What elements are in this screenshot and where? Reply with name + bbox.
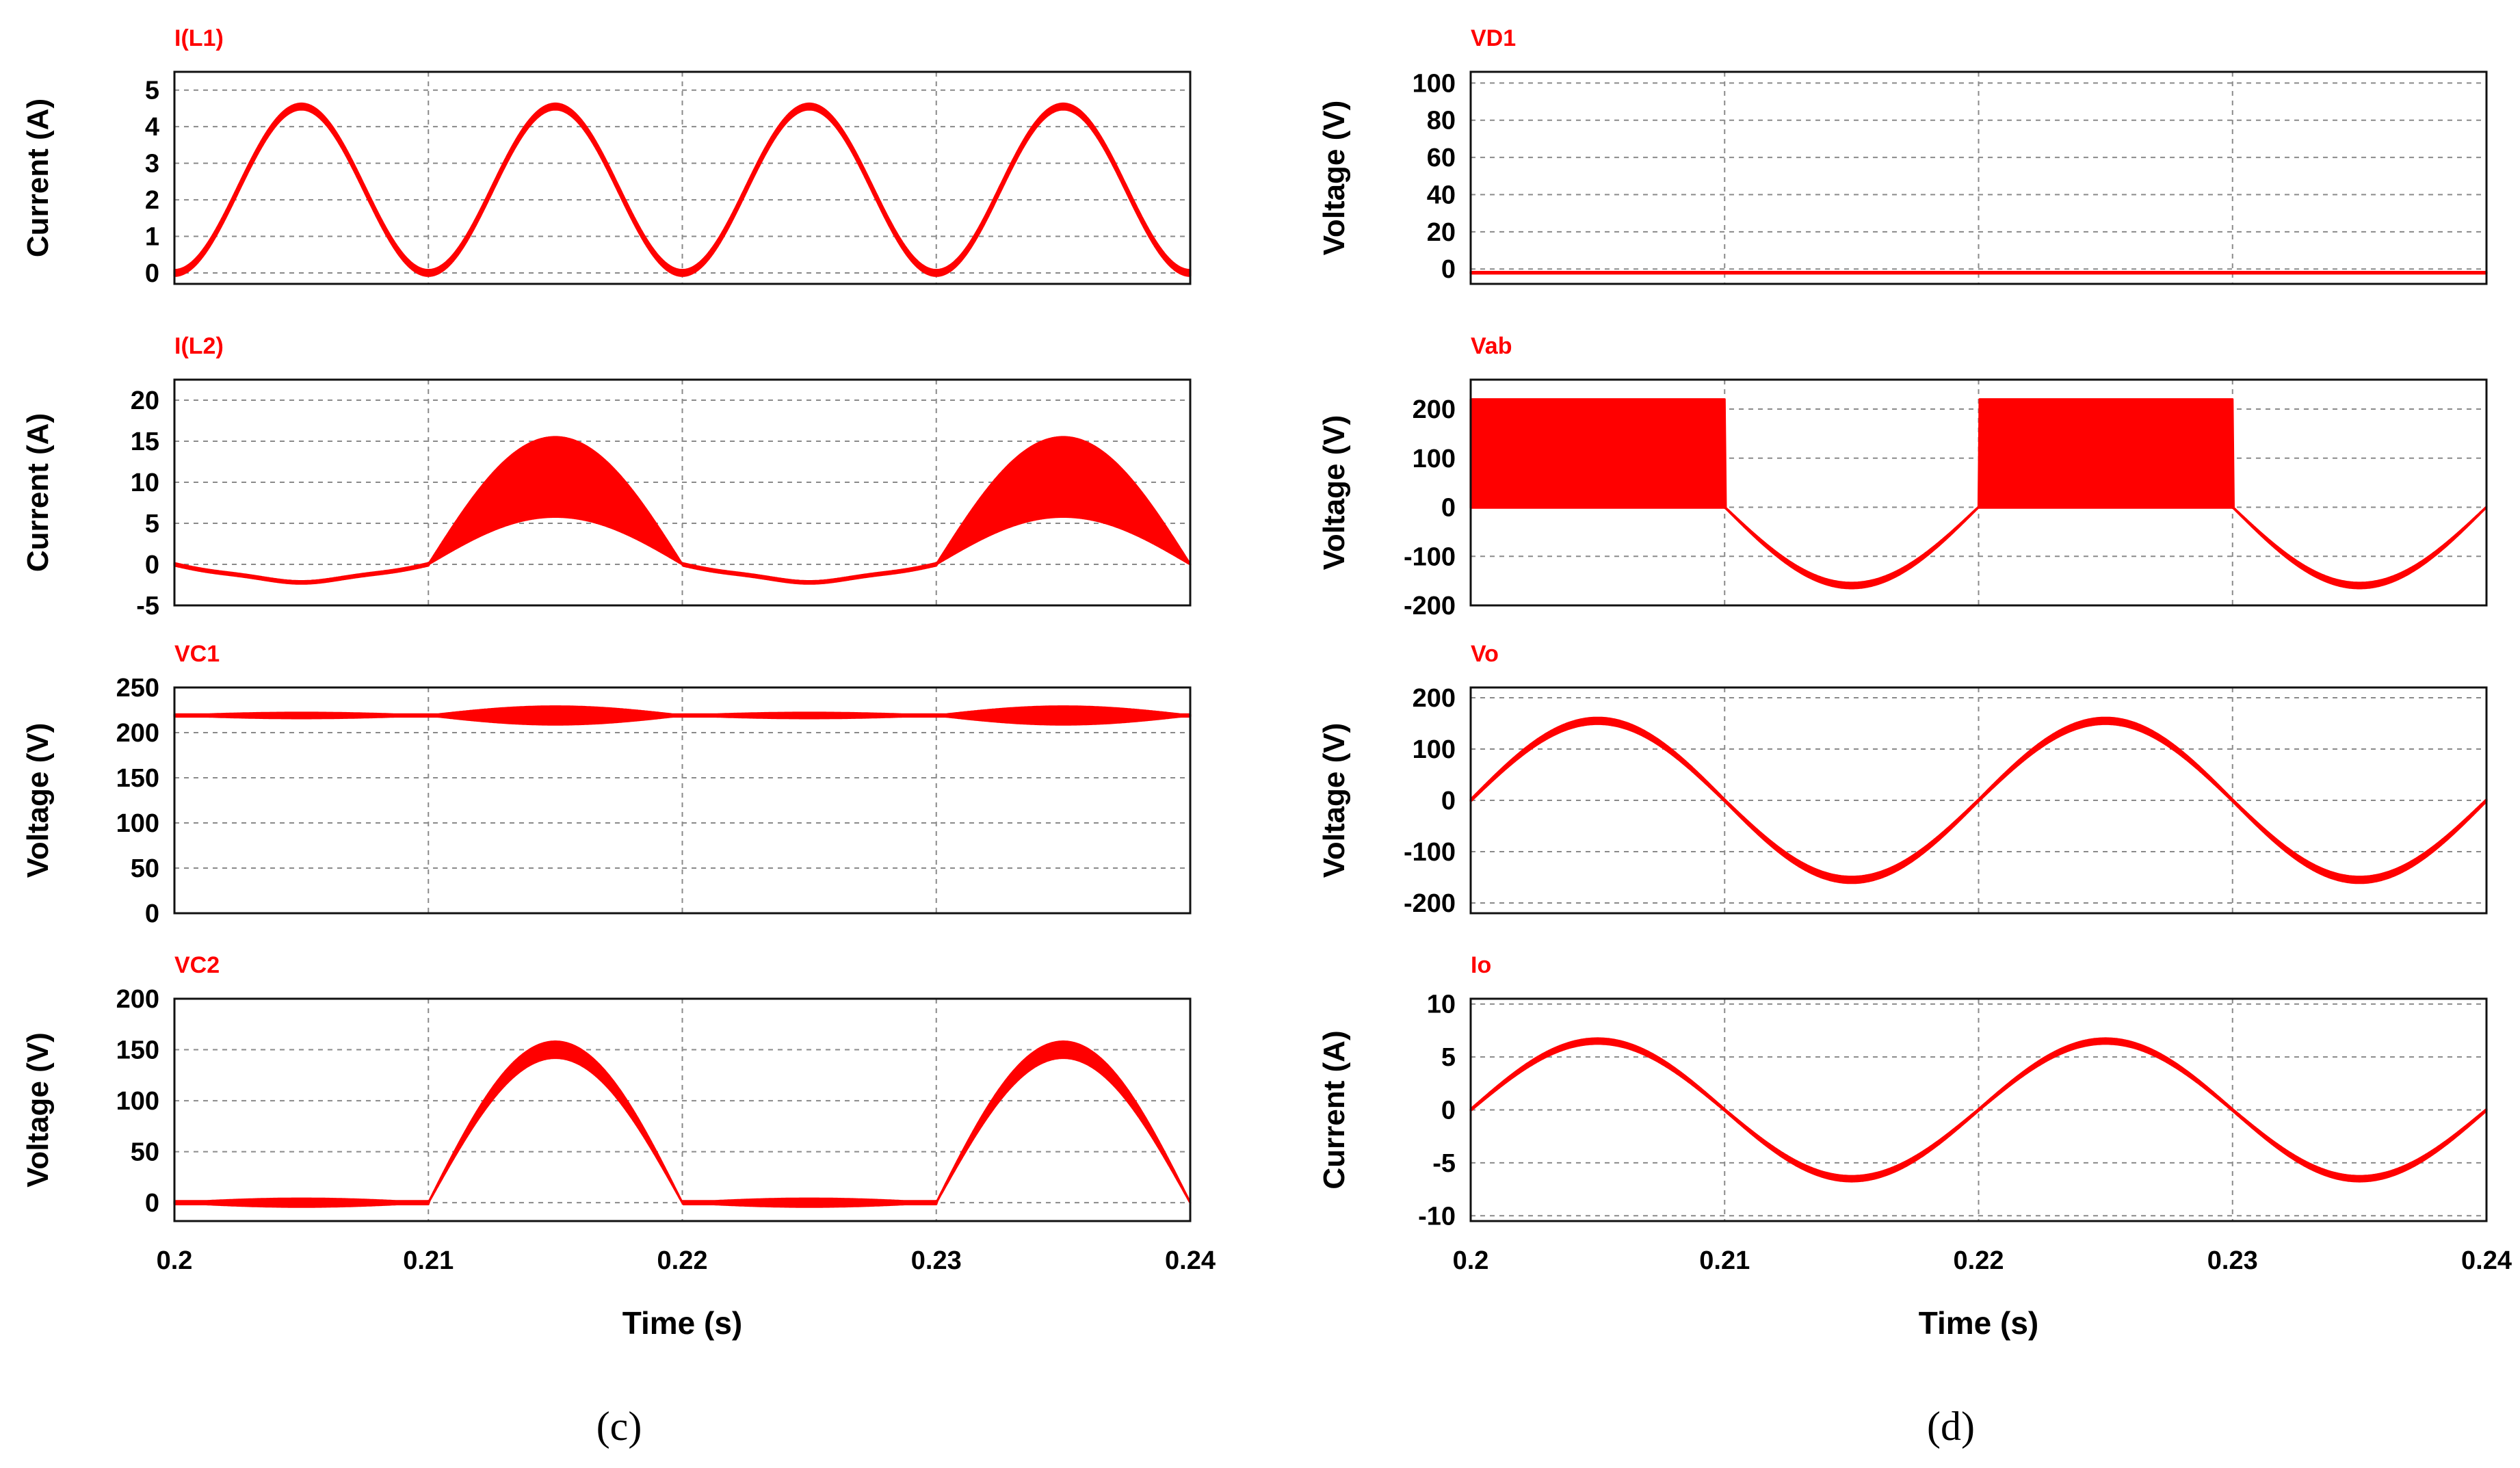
y-tick-label: -5 — [1432, 1149, 1456, 1178]
y-tick-label: -5 — [136, 592, 159, 620]
panel-d-2: 200 100 0 -100 -200 Voltage (V) Vab — [1317, 333, 2488, 620]
y-tick-label: 200 — [116, 719, 159, 748]
y-tick-label: 0 — [1441, 1097, 1456, 1125]
panel-title: I(L1) — [174, 25, 224, 51]
y-tick-label: 20 — [1427, 218, 1456, 247]
y-tick-label: -200 — [1404, 592, 1456, 620]
y-tick-label: 2 — [145, 186, 159, 215]
y-tick-label: 5 — [1441, 1043, 1456, 1072]
y-tick-label: 4 — [145, 113, 159, 142]
y-tick-label: 1 — [145, 223, 159, 252]
x-tick-label: 0.21 — [403, 1246, 454, 1275]
y-tick-label: 200 — [1413, 684, 1456, 713]
y-axis-label: Current (A) — [21, 99, 55, 257]
panel-c-3: 250 200 150 100 50 0 Voltage (V) VC1 — [21, 641, 1192, 928]
y-tick-label: 150 — [116, 764, 159, 793]
y-tick-label: 200 — [116, 985, 159, 1014]
y-axis-label: Current (A) — [21, 413, 55, 572]
x-tick-label: 0.2 — [1453, 1246, 1489, 1275]
y-tick-label: 3 — [145, 150, 159, 179]
y-tick-label: 200 — [1413, 395, 1456, 424]
y-tick-label: 10 — [131, 469, 159, 497]
y-tick-label: 0 — [1441, 255, 1456, 284]
panel-c-4: 200 150 100 50 0 Voltage (V) VC2 — [21, 952, 1192, 1222]
y-tick-label: 50 — [131, 854, 159, 883]
panel-title: Vab — [1471, 333, 1512, 359]
y-axis-label: Voltage (V) — [21, 1032, 55, 1188]
y-tick-label: -10 — [1418, 1202, 1456, 1231]
y-tick-label: 80 — [1427, 107, 1456, 135]
panel-title: Vo — [1471, 641, 1499, 667]
y-axis-label: Voltage (V) — [1317, 101, 1351, 256]
y-axis-label: Voltage (V) — [1317, 415, 1351, 571]
panel-title: VC2 — [174, 952, 220, 978]
x-tick-label: 0.24 — [1165, 1246, 1216, 1275]
x-tick-label: 0.2 — [157, 1246, 193, 1275]
y-tick-label: 100 — [1413, 445, 1456, 473]
y-tick-label: 60 — [1427, 144, 1456, 172]
plot-frame — [1469, 70, 2488, 285]
plot-frame — [173, 378, 1192, 607]
y-tick-label: 0 — [145, 551, 159, 579]
y-tick-label: 150 — [116, 1036, 159, 1065]
panel-d-4: 10 5 0 -5 -10 Current (A) Io — [1317, 952, 2488, 1231]
plot-frame — [173, 686, 1192, 915]
y-tick-label: 40 — [1427, 181, 1456, 209]
y-tick-label: 100 — [116, 809, 159, 838]
caption-d: (d) — [1927, 1404, 1975, 1449]
panel-c-2: 20 15 10 5 0 -5 Current (A) I(L2) — [21, 333, 1192, 620]
x-tick-label: 0.22 — [657, 1246, 708, 1275]
y-tick-label: -100 — [1404, 838, 1456, 867]
plot-frame — [1469, 997, 2488, 1222]
y-tick-label: 5 — [145, 77, 159, 105]
x-tick-label: 0.24 — [2461, 1246, 2512, 1275]
x-axis-label: Time (s) — [622, 1305, 743, 1341]
y-tick-label: 10 — [1427, 991, 1456, 1019]
panel-title: I(L2) — [174, 333, 224, 359]
panel-title: VD1 — [1471, 25, 1516, 51]
panel-title: VC1 — [174, 641, 220, 667]
y-tick-label: 250 — [116, 674, 159, 703]
plot-frame — [173, 70, 1192, 285]
y-tick-label: 5 — [145, 510, 159, 538]
y-tick-label: 100 — [1413, 69, 1456, 98]
series-vab-trace — [1469, 398, 2488, 590]
x-tick-label: 0.22 — [1954, 1246, 2004, 1275]
plot-frame — [1469, 378, 2488, 607]
panel-title: Io — [1471, 952, 1491, 978]
y-tick-label: 50 — [131, 1138, 159, 1167]
series-vd1-trace — [1469, 271, 2488, 275]
y-tick-label: 15 — [131, 428, 159, 456]
x-tick-label: 0.23 — [911, 1246, 962, 1275]
caption-c: (c) — [596, 1404, 642, 1449]
y-tick-label: 0 — [145, 900, 159, 928]
y-tick-label: 20 — [131, 386, 159, 415]
y-tick-label: 100 — [1413, 735, 1456, 764]
panel-d-3: 200 100 0 -100 -200 Voltage (V) Vo — [1317, 641, 2488, 918]
y-tick-label: 0 — [145, 259, 159, 288]
panel-c-1: 0 1 2 3 4 5 Current (A) I(L1) — [21, 25, 1192, 288]
y-axis-label: Current (A) — [1317, 1030, 1351, 1189]
x-axis-label: Time (s) — [1919, 1305, 2039, 1341]
x-tick-label: 0.21 — [1699, 1246, 1750, 1275]
plot-frame — [173, 997, 1192, 1222]
panel-d-1: 100 80 60 40 20 0 Voltage (V) VD1 — [1317, 25, 2488, 285]
y-tick-label: -100 — [1404, 542, 1456, 571]
y-tick-label: 0 — [1441, 494, 1456, 523]
x-tick-label: 0.23 — [2207, 1246, 2258, 1275]
plot-frame — [1469, 686, 2488, 915]
y-tick-label: 0 — [145, 1189, 159, 1218]
y-tick-label: 0 — [1441, 787, 1456, 815]
y-tick-label: -200 — [1404, 889, 1456, 918]
y-axis-label: Voltage (V) — [21, 723, 55, 878]
y-tick-label: 100 — [116, 1087, 159, 1116]
y-axis-label: Voltage (V) — [1317, 723, 1351, 878]
